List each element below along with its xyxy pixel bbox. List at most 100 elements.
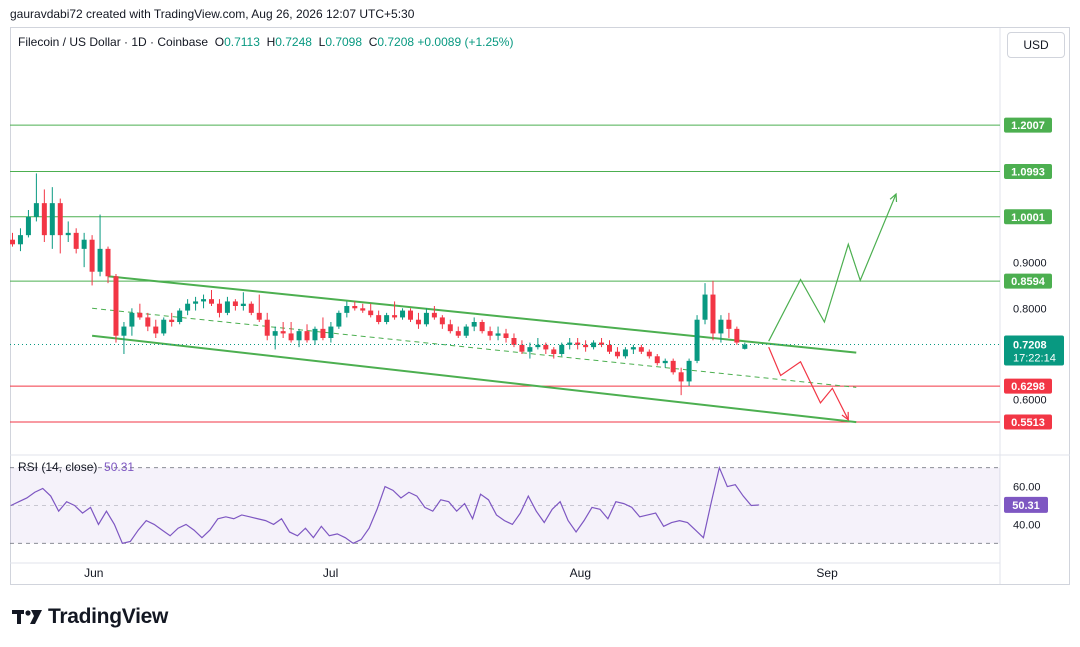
candle-body-60 bbox=[487, 331, 493, 336]
candle-body-58 bbox=[471, 322, 477, 327]
tradingview-mark-icon bbox=[12, 607, 42, 627]
channel-lower-line bbox=[91, 334, 857, 424]
open-label: O bbox=[214, 35, 225, 49]
candle-body-75 bbox=[607, 344, 612, 352]
level-badge-3 bbox=[1004, 273, 1052, 289]
candle-body-10 bbox=[89, 239, 95, 272]
low-value: 0.7098 bbox=[325, 35, 363, 49]
level-label-0: 1.2007 bbox=[1011, 120, 1045, 132]
candle-body-44 bbox=[360, 308, 366, 311]
candle-body-45 bbox=[368, 310, 374, 316]
candle-body-12 bbox=[105, 248, 111, 277]
chart-frame bbox=[10, 27, 1070, 585]
candle-body-40 bbox=[328, 326, 334, 338]
currency-button[interactable]: USD bbox=[1007, 32, 1065, 58]
last-price-badge bbox=[1004, 335, 1064, 366]
price-tick-2: 0.9000 bbox=[1013, 258, 1047, 270]
candle-body-19 bbox=[161, 319, 167, 334]
close-label: C bbox=[368, 35, 378, 49]
price-tick-1: 0.8000 bbox=[1013, 303, 1047, 315]
candle-body-79 bbox=[638, 347, 644, 352]
rsi-tick-0: 40.00 bbox=[1013, 519, 1041, 531]
candle-body-21 bbox=[177, 310, 183, 322]
candle-body-83 bbox=[670, 360, 676, 373]
level-badge-5 bbox=[1004, 414, 1052, 430]
high-label: H bbox=[266, 35, 276, 49]
projection-down-path-arrowhead bbox=[841, 411, 849, 422]
projection-up-path bbox=[768, 193, 897, 342]
candle-body-86 bbox=[694, 319, 700, 361]
candle-body-85 bbox=[686, 360, 692, 382]
candle-body-48 bbox=[392, 315, 398, 318]
tradingview-logo[interactable]: TradingView bbox=[12, 605, 168, 629]
level-badge-1 bbox=[1004, 163, 1052, 179]
candle-body-91 bbox=[734, 328, 740, 343]
candle-body-64 bbox=[519, 344, 525, 352]
candle-body-15 bbox=[129, 312, 135, 327]
candle-body-57 bbox=[463, 326, 469, 336]
channel-mid-line bbox=[92, 307, 857, 388]
channel-upper-line bbox=[107, 275, 857, 354]
price-tick-0: 0.6000 bbox=[1013, 395, 1047, 407]
time-tick-jul: Jul bbox=[323, 566, 338, 580]
rsi-value: 50.31 bbox=[104, 460, 135, 474]
tradingview-brand: TradingView bbox=[48, 605, 169, 628]
low-label: L bbox=[318, 35, 326, 49]
candle-body-3 bbox=[33, 203, 39, 217]
candle-body-16 bbox=[137, 312, 143, 318]
rsi-legend: RSI (14, close) 50.31 bbox=[18, 460, 134, 474]
candle-body-51 bbox=[415, 319, 421, 325]
candle-body-92 bbox=[742, 344, 748, 349]
candle-body-22 bbox=[185, 303, 191, 311]
candle-body-82 bbox=[662, 360, 668, 364]
candle-body-80 bbox=[646, 351, 652, 357]
candle-body-61 bbox=[495, 333, 501, 336]
candle-body-68 bbox=[551, 349, 557, 354]
rsi-current-label: 50.31 bbox=[1012, 500, 1040, 512]
candle-body-17 bbox=[145, 317, 151, 327]
candle-body-53 bbox=[431, 312, 437, 318]
candle-body-73 bbox=[591, 342, 597, 348]
level-badge-0 bbox=[1004, 117, 1052, 133]
candle-body-63 bbox=[511, 338, 517, 345]
candle-body-23 bbox=[193, 301, 199, 304]
candle-body-71 bbox=[575, 342, 581, 345]
symbol-name: Filecoin / US Dollar · 1D · Coinbase bbox=[18, 35, 209, 49]
candle-body-59 bbox=[479, 322, 485, 332]
candle-body-84 bbox=[678, 372, 684, 382]
candle-body-67 bbox=[543, 344, 549, 350]
candle-body-33 bbox=[272, 331, 278, 336]
projection-up-path-arrowhead bbox=[889, 192, 898, 203]
candle-body-76 bbox=[614, 351, 620, 357]
rsi-label: RSI (14, close) bbox=[18, 460, 98, 474]
candle-body-37 bbox=[304, 331, 310, 341]
candle-body-11 bbox=[97, 248, 103, 272]
candle-body-2 bbox=[25, 216, 31, 236]
projection-down-path bbox=[768, 346, 849, 421]
candle-body-77 bbox=[622, 349, 628, 357]
candle-body-4 bbox=[41, 203, 47, 236]
candle-body-8 bbox=[73, 232, 79, 249]
close-value: 0.7208 bbox=[377, 35, 415, 49]
candle-body-70 bbox=[567, 342, 573, 345]
candle-body-36 bbox=[296, 331, 302, 341]
candle-body-0 bbox=[10, 239, 15, 245]
candle-body-52 bbox=[423, 312, 429, 325]
candle-body-31 bbox=[256, 312, 262, 320]
chart-attribution: gauravdabi72 created with TradingView.co… bbox=[10, 7, 415, 21]
candle-body-56 bbox=[455, 331, 461, 336]
high-value: 0.7248 bbox=[275, 35, 312, 49]
rsi-current-badge bbox=[1004, 496, 1048, 513]
candle-body-9 bbox=[81, 239, 87, 249]
candle-body-28 bbox=[232, 301, 238, 306]
candle-body-20 bbox=[169, 319, 175, 322]
countdown-label: 17:22:14 bbox=[1013, 352, 1056, 364]
candle-body-65 bbox=[527, 347, 533, 352]
candle-body-54 bbox=[439, 317, 445, 325]
candle-body-42 bbox=[344, 306, 350, 313]
candle-body-78 bbox=[630, 347, 636, 350]
candle-body-81 bbox=[654, 356, 660, 364]
candle-body-1 bbox=[17, 235, 23, 245]
candle-body-55 bbox=[447, 324, 453, 332]
